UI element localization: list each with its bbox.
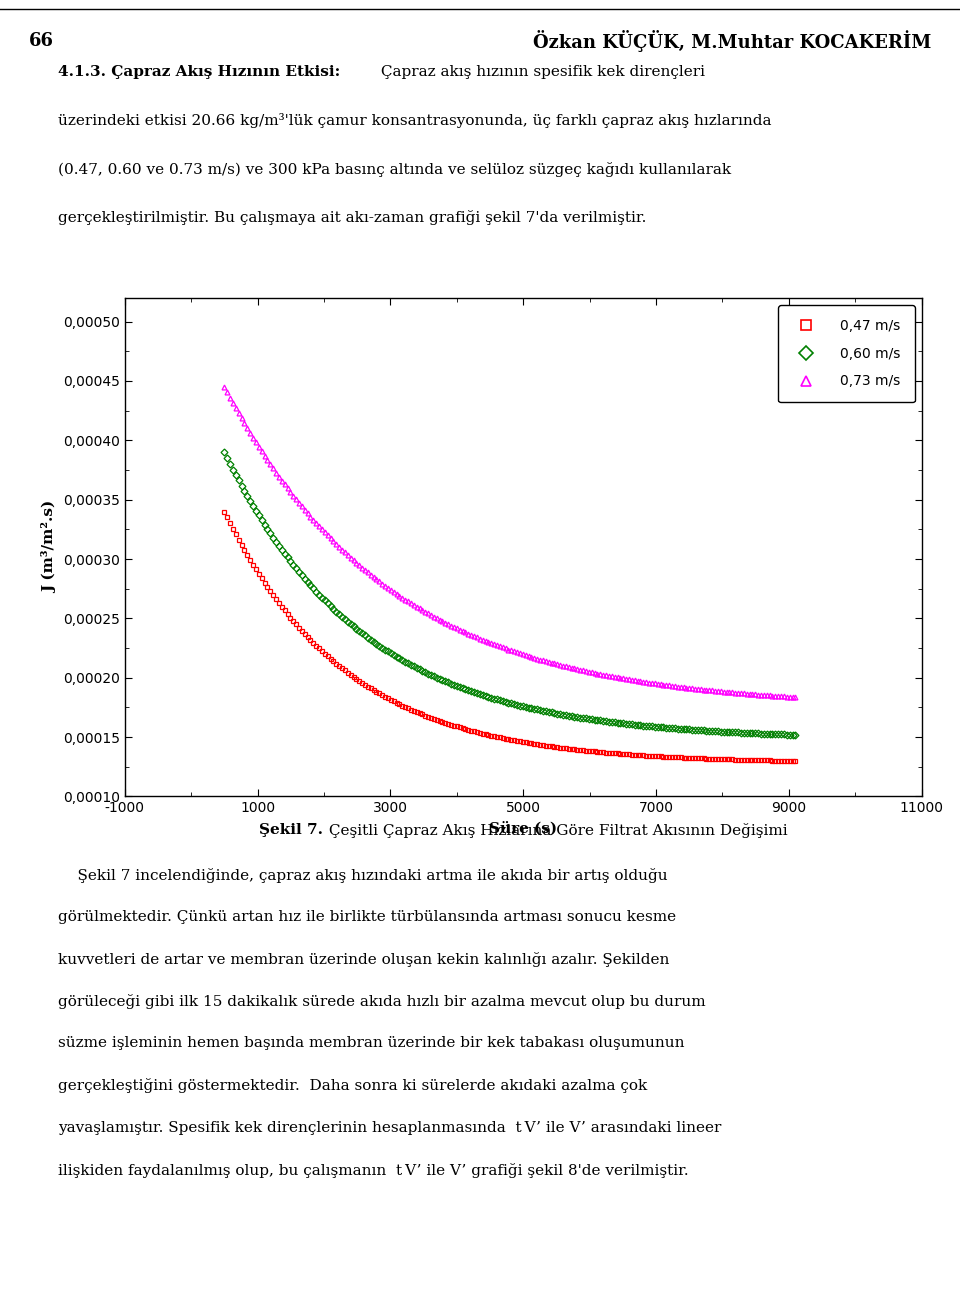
Text: görülmektedir. Çünkü artan hız ile birlikte türbülansında artması sonucu kesme: görülmektedir. Çünkü artan hız ile birli… xyxy=(58,910,676,923)
Text: Şekil 7.: Şekil 7. xyxy=(258,824,323,837)
0,73 m/s xyxy=(242,421,253,436)
Text: yavaşlamıştır. Spesifik kek dirençlerinin hesaplanmasında  t V’ ile V’ arasındak: yavaşlamıştır. Spesifik kek dirençlerini… xyxy=(58,1120,721,1134)
Text: ilişkiden faydalanılmış olup, bu çalışmanın  t V’ ile V’ grafiği şekil 8'de veri: ilişkiden faydalanılmış olup, bu çalışma… xyxy=(58,1163,688,1177)
0,47 m/s xyxy=(741,752,753,768)
Text: 66: 66 xyxy=(29,32,54,49)
0,47 m/s xyxy=(324,651,336,667)
0,73 m/s xyxy=(790,689,802,704)
0,73 m/s xyxy=(741,686,753,702)
Text: görüleceği gibi ilk 15 dakikalık sürede akıda hızlı bir azalma mevcut olup bu du: görüleceği gibi ilk 15 dakikalık sürede … xyxy=(58,995,706,1009)
0,73 m/s xyxy=(761,688,773,703)
0,73 m/s xyxy=(219,379,230,395)
0,73 m/s xyxy=(371,571,382,587)
Text: gerçekleştiğini göstermektedir.  Daha sonra ki sürelerde akıdaki azalma çok: gerçekleştiğini göstermektedir. Daha son… xyxy=(58,1079,647,1093)
0,60 m/s xyxy=(790,726,802,742)
0,60 m/s xyxy=(371,636,382,651)
0,47 m/s xyxy=(371,684,382,699)
Text: Özkan KÜÇÜK, M.Muhtar KOCAKERİM: Özkan KÜÇÜK, M.Muhtar KOCAKERİM xyxy=(533,30,931,52)
Text: süzme işleminin hemen başında membran üzerinde bir kek tabakası oluşumunun: süzme işleminin hemen başında membran üz… xyxy=(58,1036,684,1050)
0,60 m/s xyxy=(253,508,265,523)
Text: üzerindeki etkisi 20.66 kg/m³'lük çamur konsantrasyonunda, üç farklı çapraz akış: üzerindeki etkisi 20.66 kg/m³'lük çamur … xyxy=(58,113,771,128)
Line: 0,60 m/s: 0,60 m/s xyxy=(222,449,798,737)
Line: 0,47 m/s: 0,47 m/s xyxy=(222,509,798,763)
0,73 m/s xyxy=(253,439,265,455)
Y-axis label: J (m³/m².s): J (m³/m².s) xyxy=(42,501,58,593)
Text: gerçekleştirilmiştir. Bu çalışmaya ait akı-zaman grafiği şekil 7'da verilmiştir.: gerçekleştirilmiştir. Bu çalışmaya ait a… xyxy=(58,210,646,225)
Text: Çapraz akış hızının spesifik kek dirençleri: Çapraz akış hızının spesifik kek dirençl… xyxy=(376,65,706,79)
0,60 m/s xyxy=(242,488,253,504)
Text: 4.1.3. Çapraz Akış Hızının Etkisi:: 4.1.3. Çapraz Akış Hızının Etkisi: xyxy=(58,65,340,79)
0,73 m/s xyxy=(324,531,336,546)
Legend: 0,47 m/s, 0,60 m/s, 0,73 m/s: 0,47 m/s, 0,60 m/s, 0,73 m/s xyxy=(778,304,915,403)
0,47 m/s xyxy=(219,504,230,519)
Text: Çeşitli Çapraz Akış Hızlarına Göre Filtrat Akısının Değişimi: Çeşitli Çapraz Akış Hızlarına Göre Filtr… xyxy=(324,822,787,838)
Text: Şekil 7 incelendiğinde, çapraz akış hızındaki artma ile akıda bir artış olduğu: Şekil 7 incelendiğinde, çapraz akış hızı… xyxy=(58,868,667,883)
0,47 m/s xyxy=(242,548,253,563)
0,47 m/s xyxy=(253,566,265,581)
0,47 m/s xyxy=(761,752,773,768)
Text: kuvvetleri de artar ve membran üzerinde oluşan kekin kalınlığı azalır. Şekilden: kuvvetleri de artar ve membran üzerinde … xyxy=(58,952,669,967)
Line: 0,73 m/s: 0,73 m/s xyxy=(222,385,798,699)
0,60 m/s xyxy=(761,726,773,742)
Text: (0.47, 0.60 ve 0.73 m/s) ve 300 kPa basınç altında ve selüloz süzgeç kağıdı kull: (0.47, 0.60 ve 0.73 m/s) ve 300 kPa bası… xyxy=(58,162,731,176)
0,60 m/s xyxy=(741,725,753,741)
0,47 m/s xyxy=(790,754,802,769)
X-axis label: Süre (s): Süre (s) xyxy=(490,821,557,835)
0,60 m/s xyxy=(219,444,230,460)
0,60 m/s xyxy=(324,598,336,614)
